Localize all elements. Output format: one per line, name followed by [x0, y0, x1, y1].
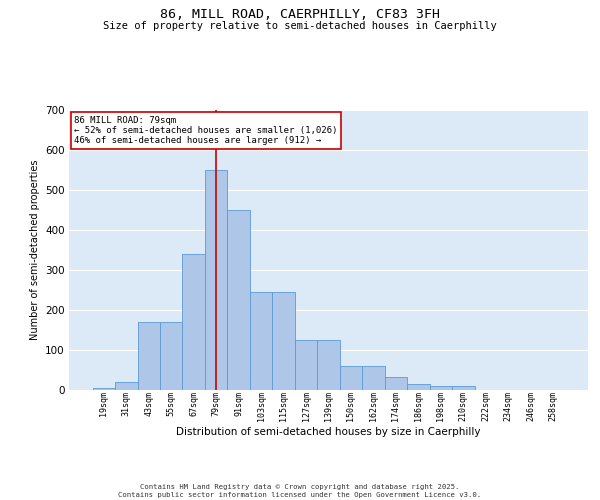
Y-axis label: Number of semi-detached properties: Number of semi-detached properties — [29, 160, 40, 340]
Text: 86, MILL ROAD, CAERPHILLY, CF83 3FH: 86, MILL ROAD, CAERPHILLY, CF83 3FH — [160, 8, 440, 20]
Bar — [137, 322, 160, 390]
Bar — [250, 292, 272, 390]
Bar — [362, 366, 385, 390]
Bar — [182, 254, 205, 390]
Bar — [385, 377, 407, 390]
Bar — [272, 292, 295, 390]
Bar — [227, 210, 250, 390]
Bar — [407, 384, 430, 390]
Text: 86 MILL ROAD: 79sqm
← 52% of semi-detached houses are smaller (1,026)
46% of sem: 86 MILL ROAD: 79sqm ← 52% of semi-detach… — [74, 116, 338, 146]
Text: Contains HM Land Registry data © Crown copyright and database right 2025.
Contai: Contains HM Land Registry data © Crown c… — [118, 484, 482, 498]
Bar — [317, 340, 340, 390]
X-axis label: Distribution of semi-detached houses by size in Caerphilly: Distribution of semi-detached houses by … — [176, 427, 481, 437]
Text: Size of property relative to semi-detached houses in Caerphilly: Size of property relative to semi-detach… — [103, 21, 497, 31]
Bar — [340, 366, 362, 390]
Bar — [452, 386, 475, 390]
Bar — [205, 170, 227, 390]
Bar — [430, 386, 452, 390]
Bar — [295, 340, 317, 390]
Bar — [92, 388, 115, 390]
Bar — [115, 382, 137, 390]
Bar — [160, 322, 182, 390]
